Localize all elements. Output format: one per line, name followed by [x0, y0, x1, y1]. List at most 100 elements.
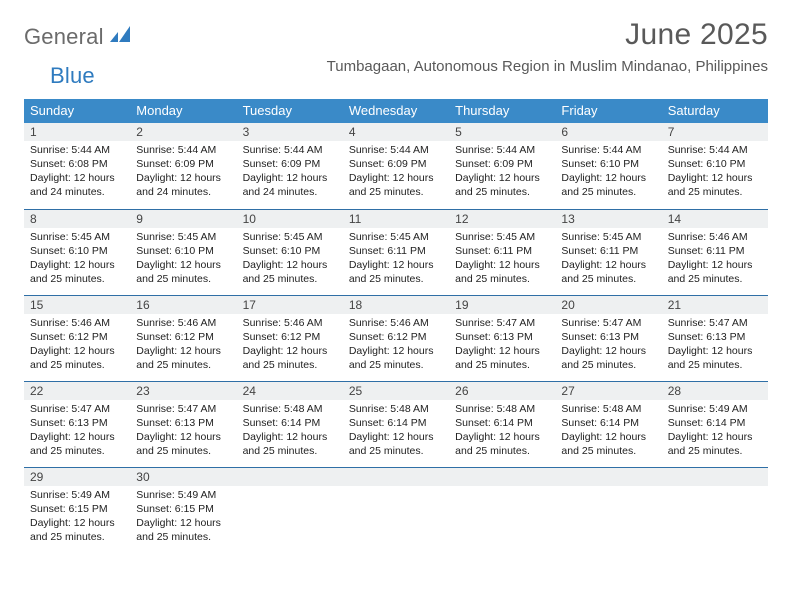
day-details: Sunrise: 5:49 AMSunset: 6:15 PMDaylight:…: [130, 486, 236, 550]
day-details: Sunrise: 5:45 AMSunset: 6:11 PMDaylight:…: [449, 228, 555, 292]
sunrise-line: Sunrise: 5:49 AM: [136, 489, 230, 503]
day-details: Sunrise: 5:45 AMSunset: 6:10 PMDaylight:…: [237, 228, 343, 292]
day-details: Sunrise: 5:44 AMSunset: 6:10 PMDaylight:…: [662, 141, 768, 205]
calendar-day-cell: 21Sunrise: 5:47 AMSunset: 6:13 PMDayligh…: [662, 295, 768, 381]
calendar-day-cell: 13Sunrise: 5:45 AMSunset: 6:11 PMDayligh…: [555, 209, 661, 295]
day-number: 5: [449, 123, 555, 141]
sunset-line: Sunset: 6:08 PM: [30, 158, 124, 172]
calendar-day-cell: 26Sunrise: 5:48 AMSunset: 6:14 PMDayligh…: [449, 381, 555, 467]
sunrise-line: Sunrise: 5:48 AM: [349, 403, 443, 417]
day-number: 25: [343, 381, 449, 400]
sunset-line: Sunset: 6:11 PM: [349, 245, 443, 259]
calendar-day-cell: 17Sunrise: 5:46 AMSunset: 6:12 PMDayligh…: [237, 295, 343, 381]
sunrise-line: Sunrise: 5:45 AM: [30, 231, 124, 245]
weekday-header: Monday: [130, 99, 236, 123]
weekday-header: Thursday: [449, 99, 555, 123]
day-details: Sunrise: 5:44 AMSunset: 6:09 PMDaylight:…: [237, 141, 343, 205]
daylight-line: Daylight: 12 hours and 25 minutes.: [668, 172, 762, 200]
day-number: 21: [662, 295, 768, 314]
day-number: .: [343, 467, 449, 486]
calendar-day-cell: .: [237, 467, 343, 553]
sunset-line: Sunset: 6:13 PM: [136, 417, 230, 431]
calendar-day-cell: 16Sunrise: 5:46 AMSunset: 6:12 PMDayligh…: [130, 295, 236, 381]
sunset-line: Sunset: 6:10 PM: [243, 245, 337, 259]
daylight-line: Daylight: 12 hours and 25 minutes.: [30, 259, 124, 287]
calendar-day-cell: 28Sunrise: 5:49 AMSunset: 6:14 PMDayligh…: [662, 381, 768, 467]
weekday-header: Friday: [555, 99, 661, 123]
sunset-line: Sunset: 6:10 PM: [30, 245, 124, 259]
sunrise-line: Sunrise: 5:48 AM: [243, 403, 337, 417]
month-title: June 2025: [327, 18, 768, 52]
sunset-line: Sunset: 6:13 PM: [668, 331, 762, 345]
day-details: Sunrise: 5:45 AMSunset: 6:11 PMDaylight:…: [555, 228, 661, 292]
calendar-day-cell: 5Sunrise: 5:44 AMSunset: 6:09 PMDaylight…: [449, 123, 555, 209]
weekday-header-row: Sunday Monday Tuesday Wednesday Thursday…: [24, 99, 768, 123]
daylight-line: Daylight: 12 hours and 25 minutes.: [455, 172, 549, 200]
sunrise-line: Sunrise: 5:47 AM: [30, 403, 124, 417]
calendar-day-cell: 27Sunrise: 5:48 AMSunset: 6:14 PMDayligh…: [555, 381, 661, 467]
sunset-line: Sunset: 6:12 PM: [243, 331, 337, 345]
sunrise-line: Sunrise: 5:46 AM: [136, 317, 230, 331]
day-number: 10: [237, 209, 343, 228]
day-number: 16: [130, 295, 236, 314]
daylight-line: Daylight: 12 hours and 25 minutes.: [668, 259, 762, 287]
sunrise-line: Sunrise: 5:45 AM: [136, 231, 230, 245]
sunrise-line: Sunrise: 5:48 AM: [561, 403, 655, 417]
calendar-day-cell: 30Sunrise: 5:49 AMSunset: 6:15 PMDayligh…: [130, 467, 236, 553]
brand-logo: General: [24, 18, 134, 50]
sunrise-line: Sunrise: 5:45 AM: [243, 231, 337, 245]
day-details: Sunrise: 5:48 AMSunset: 6:14 PMDaylight:…: [555, 400, 661, 464]
calendar-page: General June 2025 Tumbagaan, Autonomous …: [0, 0, 792, 553]
sunset-line: Sunset: 6:14 PM: [561, 417, 655, 431]
day-details: Sunrise: 5:47 AMSunset: 6:13 PMDaylight:…: [24, 400, 130, 464]
sunrise-line: Sunrise: 5:44 AM: [30, 144, 124, 158]
sunrise-line: Sunrise: 5:45 AM: [349, 231, 443, 245]
calendar-day-cell: 19Sunrise: 5:47 AMSunset: 6:13 PMDayligh…: [449, 295, 555, 381]
sunrise-line: Sunrise: 5:47 AM: [136, 403, 230, 417]
day-number: 2: [130, 123, 236, 141]
day-number: 6: [555, 123, 661, 141]
sunrise-line: Sunrise: 5:45 AM: [455, 231, 549, 245]
sunset-line: Sunset: 6:12 PM: [136, 331, 230, 345]
calendar-day-cell: 4Sunrise: 5:44 AMSunset: 6:09 PMDaylight…: [343, 123, 449, 209]
daylight-line: Daylight: 12 hours and 25 minutes.: [349, 259, 443, 287]
day-number: 19: [449, 295, 555, 314]
day-number: 28: [662, 381, 768, 400]
sunset-line: Sunset: 6:13 PM: [561, 331, 655, 345]
daylight-line: Daylight: 12 hours and 25 minutes.: [561, 431, 655, 459]
calendar-day-cell: 1Sunrise: 5:44 AMSunset: 6:08 PMDaylight…: [24, 123, 130, 209]
day-number: .: [237, 467, 343, 486]
day-number: 4: [343, 123, 449, 141]
daylight-line: Daylight: 12 hours and 25 minutes.: [243, 345, 337, 373]
daylight-line: Daylight: 12 hours and 25 minutes.: [136, 517, 230, 545]
sunset-line: Sunset: 6:10 PM: [668, 158, 762, 172]
calendar-day-cell: .: [449, 467, 555, 553]
calendar-day-cell: 24Sunrise: 5:48 AMSunset: 6:14 PMDayligh…: [237, 381, 343, 467]
sunset-line: Sunset: 6:14 PM: [349, 417, 443, 431]
day-number: 11: [343, 209, 449, 228]
day-number: 24: [237, 381, 343, 400]
calendar-grid: Sunday Monday Tuesday Wednesday Thursday…: [24, 99, 768, 553]
sunset-line: Sunset: 6:15 PM: [136, 503, 230, 517]
sunrise-line: Sunrise: 5:46 AM: [30, 317, 124, 331]
day-details: Sunrise: 5:49 AMSunset: 6:14 PMDaylight:…: [662, 400, 768, 464]
calendar-day-cell: 3Sunrise: 5:44 AMSunset: 6:09 PMDaylight…: [237, 123, 343, 209]
day-number: 12: [449, 209, 555, 228]
calendar-day-cell: .: [555, 467, 661, 553]
day-details: Sunrise: 5:46 AMSunset: 6:12 PMDaylight:…: [24, 314, 130, 378]
sunrise-line: Sunrise: 5:48 AM: [455, 403, 549, 417]
daylight-line: Daylight: 12 hours and 25 minutes.: [136, 431, 230, 459]
sunrise-line: Sunrise: 5:44 AM: [136, 144, 230, 158]
day-details: Sunrise: 5:48 AMSunset: 6:14 PMDaylight:…: [449, 400, 555, 464]
day-number: 15: [24, 295, 130, 314]
daylight-line: Daylight: 12 hours and 25 minutes.: [668, 345, 762, 373]
daylight-line: Daylight: 12 hours and 25 minutes.: [561, 172, 655, 200]
day-number: .: [555, 467, 661, 486]
sunset-line: Sunset: 6:11 PM: [455, 245, 549, 259]
sunset-line: Sunset: 6:13 PM: [455, 331, 549, 345]
weekday-header: Saturday: [662, 99, 768, 123]
sunset-line: Sunset: 6:12 PM: [349, 331, 443, 345]
day-number: 14: [662, 209, 768, 228]
day-number: .: [662, 467, 768, 486]
calendar-week-row: 22Sunrise: 5:47 AMSunset: 6:13 PMDayligh…: [24, 381, 768, 467]
